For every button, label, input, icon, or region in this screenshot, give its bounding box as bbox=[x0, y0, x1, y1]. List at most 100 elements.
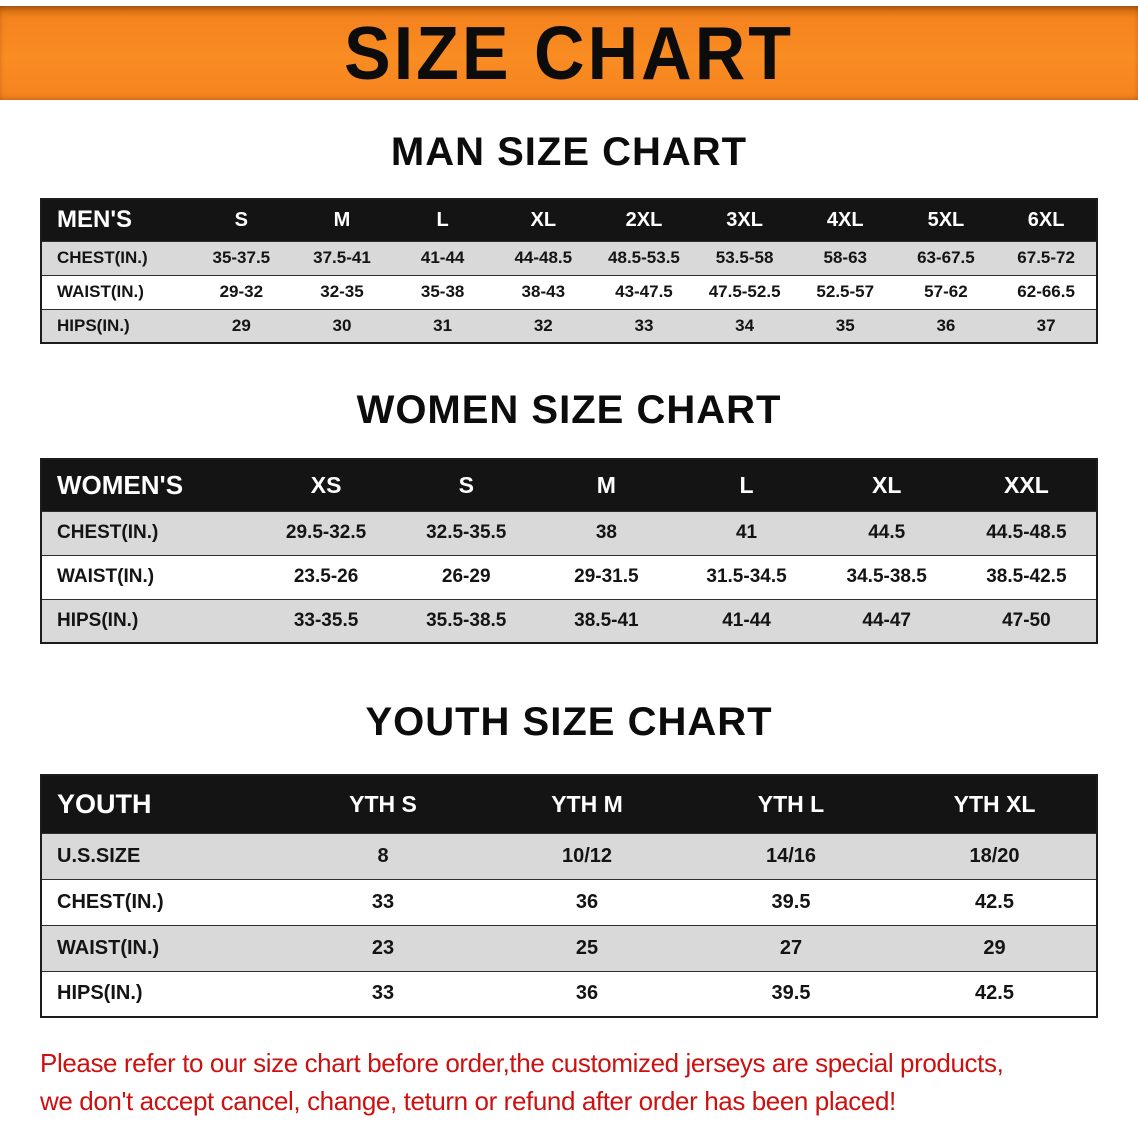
youth-section-heading: YOUTH SIZE CHART bbox=[365, 700, 773, 744]
table-row: U.S.SIZE 8 10/12 14/16 18/20 bbox=[41, 833, 1097, 879]
table-header-row: YOUTH YTH S YTH M YTH L YTH XL bbox=[41, 775, 1097, 833]
size-header-cell: L bbox=[392, 199, 493, 241]
value-cell: 52.5-57 bbox=[816, 282, 875, 301]
value-cell: 37 bbox=[1036, 315, 1056, 335]
value-cell: 67.5-72 bbox=[1017, 248, 1075, 267]
value-cell: 18/20 bbox=[969, 844, 1020, 867]
value-cell: 62-66.5 bbox=[1017, 282, 1075, 301]
row-label-cell: CHEST(IN.) bbox=[57, 890, 164, 913]
size-header-cell: YTH XL bbox=[893, 775, 1097, 833]
value-cell: 36 bbox=[575, 982, 599, 1005]
row-label-cell: CHEST(IN.) bbox=[57, 248, 148, 267]
value-cell: 26-29 bbox=[441, 566, 491, 587]
size-header-cell: M bbox=[536, 459, 677, 511]
size-header-cell: 3XL bbox=[694, 199, 795, 241]
value-cell: 29 bbox=[983, 936, 1006, 959]
value-cell: 47.5-52.5 bbox=[708, 282, 781, 301]
value-cell: 14/16 bbox=[765, 844, 817, 867]
value-cell: 38.5-42.5 bbox=[986, 566, 1067, 587]
value-cell: 42.5 bbox=[975, 890, 1014, 913]
value-cell: 29.5-32.5 bbox=[285, 522, 367, 543]
youth-section: YOUTH SIZE CHART YOUTH YTH S YTH M YTH L YTH… bbox=[0, 700, 1138, 1018]
value-cell: 34.5-38.5 bbox=[846, 566, 927, 587]
value-cell: 63-67.5 bbox=[917, 248, 975, 267]
value-cell: 32.5-35.5 bbox=[426, 522, 507, 543]
women-section-heading: WOMEN SIZE CHART bbox=[356, 388, 782, 432]
value-cell: 35-37.5 bbox=[212, 248, 271, 267]
value-cell: 32 bbox=[533, 315, 553, 335]
size-header-cell: YTH S bbox=[281, 775, 485, 833]
table-row: HIPS(IN.) 33-35.5 35.5-38.5 38.5-41 41-44 44-… bbox=[41, 599, 1097, 643]
value-cell: 57-62 bbox=[924, 282, 968, 301]
value-cell: 8 bbox=[377, 844, 389, 867]
page-title: SIZE CHART bbox=[344, 10, 794, 96]
size-header-cell: 2XL bbox=[593, 199, 695, 241]
size-header-cell: XL bbox=[492, 199, 594, 241]
men-size-table: MEN'S S M L XL 2XL 3XL 4XL 5XL 6XL CHEST(IN.) 35-37… bbox=[40, 198, 1098, 344]
table-row: CHEST(IN.) 33 36 39.5 42.5 bbox=[41, 879, 1097, 925]
value-cell: 43-47.5 bbox=[615, 282, 673, 301]
women-section: WOMEN SIZE CHART WOMEN'S XS S M L XL XXL CHEST(… bbox=[0, 388, 1138, 644]
size-chart-page: SIZE CHART MAN SIZE CHART MEN'S S M L XL 2XL 3… bbox=[0, 6, 1138, 1120]
size-header-cell: 5XL bbox=[895, 199, 997, 241]
value-cell: 33 bbox=[371, 890, 395, 913]
value-cell: 31 bbox=[433, 315, 453, 335]
row-label-cell: WAIST(IN.) bbox=[57, 282, 144, 301]
table-title-cell: YOUTH bbox=[41, 775, 281, 833]
value-cell: 34 bbox=[735, 315, 755, 335]
table-title-cell: WOMEN'S bbox=[41, 459, 256, 511]
value-cell: 38 bbox=[595, 522, 617, 543]
value-cell: 48.5-53.5 bbox=[608, 248, 680, 267]
size-header-cell: M bbox=[291, 199, 393, 241]
value-cell: 25 bbox=[575, 936, 599, 959]
value-cell: 35.5-38.5 bbox=[426, 609, 507, 631]
value-cell: 33-35.5 bbox=[293, 609, 359, 631]
size-header-cell: S bbox=[396, 459, 537, 511]
value-cell: 39.5 bbox=[771, 890, 811, 913]
value-cell: 44.5 bbox=[868, 522, 906, 543]
value-cell: 39.5 bbox=[771, 982, 811, 1005]
value-cell: 36 bbox=[575, 890, 599, 913]
size-header-cell: XL bbox=[816, 459, 957, 511]
row-label-cell: HIPS(IN.) bbox=[57, 315, 130, 335]
value-cell: 33 bbox=[634, 315, 654, 335]
value-cell: 37.5-41 bbox=[313, 248, 371, 267]
row-label-cell: WAIST(IN.) bbox=[57, 566, 155, 587]
value-cell: 10/12 bbox=[561, 844, 613, 867]
table-title-cell: MEN'S bbox=[41, 199, 191, 241]
value-cell: 27 bbox=[779, 936, 803, 959]
table-row: WAIST(IN.) 23 25 27 29 bbox=[41, 925, 1097, 971]
value-cell: 41 bbox=[735, 522, 758, 543]
row-label-cell: HIPS(IN.) bbox=[57, 982, 143, 1005]
banner: SIZE CHART bbox=[0, 6, 1138, 100]
table-row: CHEST(IN.) 29.5-32.5 32.5-35.5 38 41 44.5 44.5… bbox=[41, 511, 1097, 555]
youth-size-table: YOUTH YTH S YTH M YTH L YTH XL U.S.SIZE 8 10/12… bbox=[40, 774, 1098, 1018]
men-section: MAN SIZE CHART MEN'S S M L XL 2XL 3XL 4XL 5XL 6XL… bbox=[0, 130, 1138, 344]
value-cell: 41-44 bbox=[420, 248, 465, 267]
value-cell: 38.5-41 bbox=[574, 609, 639, 631]
value-cell: 53.5-58 bbox=[715, 248, 774, 267]
size-header-cell: L bbox=[676, 459, 817, 511]
row-label-cell: U.S.SIZE bbox=[57, 844, 141, 867]
table-row: WAIST(IN.) 23.5-26 26-29 29-31.5 31.5-34.5 34… bbox=[41, 555, 1097, 599]
table-row: CHEST(IN.) 35-37.5 37.5-41 41-44 44-48.5 48.5… bbox=[41, 241, 1097, 275]
value-cell: 44.5-48.5 bbox=[986, 522, 1067, 543]
size-header-cell: XS bbox=[256, 459, 397, 511]
value-cell: 35 bbox=[835, 315, 855, 335]
value-cell: 29 bbox=[231, 315, 251, 335]
table-row: WAIST(IN.) 29-32 32-35 35-38 38-43 43-47.5 47.… bbox=[41, 275, 1097, 309]
value-cell: 47-50 bbox=[1002, 609, 1051, 631]
disclaimer: Please refer to our size chart before or… bbox=[40, 1044, 1098, 1120]
disclaimer-line-2: we don't accept cancel, change, teturn o… bbox=[40, 1086, 896, 1116]
value-cell: 23 bbox=[371, 936, 395, 959]
value-cell: 41-44 bbox=[722, 609, 771, 631]
value-cell: 35-38 bbox=[420, 282, 465, 301]
row-label-cell: CHEST(IN.) bbox=[57, 522, 159, 543]
table-row: HIPS(IN.) 33 36 39.5 42.5 bbox=[41, 971, 1097, 1017]
value-cell: 23.5-26 bbox=[293, 566, 359, 587]
women-size-table: WOMEN'S XS S M L XL XXL CHEST(IN.) 29.5-32.5 32.5… bbox=[40, 458, 1098, 644]
size-header-cell: YTH M bbox=[485, 775, 689, 833]
men-section-heading: MAN SIZE CHART bbox=[390, 130, 748, 174]
value-cell: 31.5-34.5 bbox=[706, 566, 787, 587]
value-cell: 29-31.5 bbox=[574, 566, 639, 587]
